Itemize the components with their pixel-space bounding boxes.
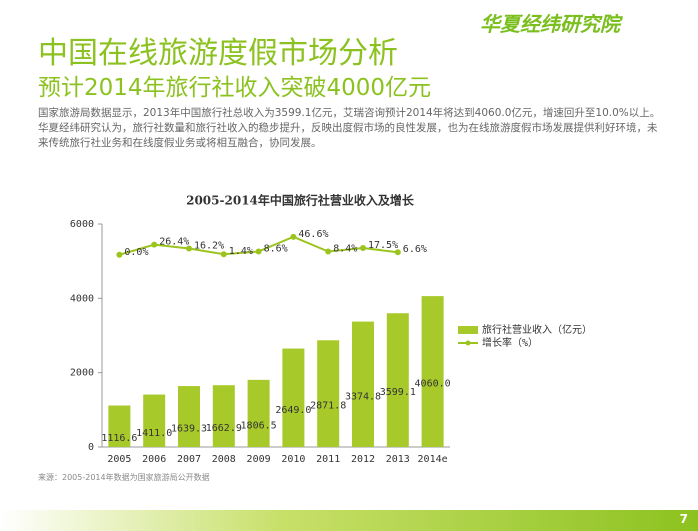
data-label: 4060.0: [415, 379, 451, 390]
data-label: 1116.6: [101, 433, 137, 444]
data-label: 1639.3: [171, 424, 207, 435]
data-label: 3599.1: [380, 387, 416, 398]
bar: [317, 340, 340, 447]
line-point: [151, 241, 158, 248]
chart: 2005-2014年中国旅行社营业收入及增长 0 2000 4000 6000 2005…: [70, 193, 592, 466]
data-label: 6.6%: [403, 244, 427, 255]
line-point: [394, 249, 401, 256]
line-point: [220, 251, 227, 258]
bar: [247, 379, 270, 447]
x-tick-label: 2014e: [418, 454, 448, 465]
x-tick-label: 2005: [107, 454, 131, 465]
data-label: 17.5%: [368, 240, 398, 251]
source: 来源：2005-2014年数据为国家旅游局公开数据: [38, 473, 210, 482]
legend-label: 旅行社营业收入（亿元）: [482, 323, 592, 336]
data-label: 1806.5: [241, 420, 277, 431]
bottom-bar: [0, 510, 698, 531]
page-number: 7: [679, 512, 688, 526]
y-tick-label: 0: [88, 442, 94, 453]
chart-title: 2005-2014年中国旅行社营业收入及增长: [186, 193, 415, 208]
bar: [386, 313, 409, 447]
data-label: 8.6%: [264, 243, 288, 254]
slide-subtitle: 预计2014年旅行社收入突破4000亿元: [38, 75, 432, 101]
data-label: 1.4%: [229, 246, 253, 257]
logo: 华夏经纬研究院: [480, 12, 620, 36]
x-tick-label: 2008: [212, 454, 236, 465]
bar: [282, 348, 305, 447]
slide-title: 中国在线旅游度假市场分析: [38, 36, 398, 71]
y-tick-label: 2000: [70, 368, 94, 379]
y-tick-label: 6000: [70, 219, 94, 230]
x-tick-label: 2011: [316, 454, 340, 465]
bar: [212, 385, 235, 447]
line-point: [186, 245, 192, 252]
x-tick-label: 2012: [351, 454, 375, 465]
legend-swatch: [465, 340, 471, 346]
bar: [421, 296, 444, 447]
bar: [143, 394, 166, 447]
legend-swatch: [458, 326, 478, 334]
data-label: 1662.9: [206, 423, 242, 434]
line-point: [360, 245, 366, 252]
bar: [178, 386, 200, 447]
x-tick-label: 2013: [386, 454, 410, 465]
data-label: 1411.0: [136, 428, 172, 439]
data-label: 16.2%: [194, 241, 224, 252]
data-label: 2649.0: [275, 405, 311, 416]
x-tick-label: 2007: [177, 454, 201, 465]
paragraph: 华夏经纬研究认为，旅行社数量和旅行社收入的稳步提升，反映出度假市场的良性发展，也…: [38, 122, 658, 149]
data-label: 0.0%: [124, 247, 148, 258]
paragraphs: 国家旅游局数据显示，2013年中国旅行社总收入为3599.1亿元，艾瑞咨询预计2…: [38, 106, 663, 151]
paragraph: 国家旅游局数据显示，2013年中国旅行社总收入为3599.1亿元，艾瑞咨询预计2…: [38, 107, 661, 119]
bar: [352, 321, 374, 447]
line-point: [116, 251, 123, 258]
y-tick-label: 4000: [70, 293, 94, 304]
line-point: [290, 233, 297, 240]
data-label: 3374.8: [345, 391, 381, 402]
x-tick-label: 2009: [247, 454, 271, 465]
legend-label: 增长率（%）: [482, 336, 538, 349]
data-label: 46.6%: [298, 229, 328, 240]
x-tick-label: 2010: [281, 454, 305, 465]
data-label: 26.4%: [159, 237, 189, 248]
x-tick-label: 2006: [142, 454, 166, 465]
data-label: 2871.8: [310, 401, 346, 412]
data-label: 8.4%: [333, 244, 357, 255]
line-point: [325, 248, 332, 255]
line-point: [255, 248, 262, 255]
bar: [108, 405, 131, 447]
